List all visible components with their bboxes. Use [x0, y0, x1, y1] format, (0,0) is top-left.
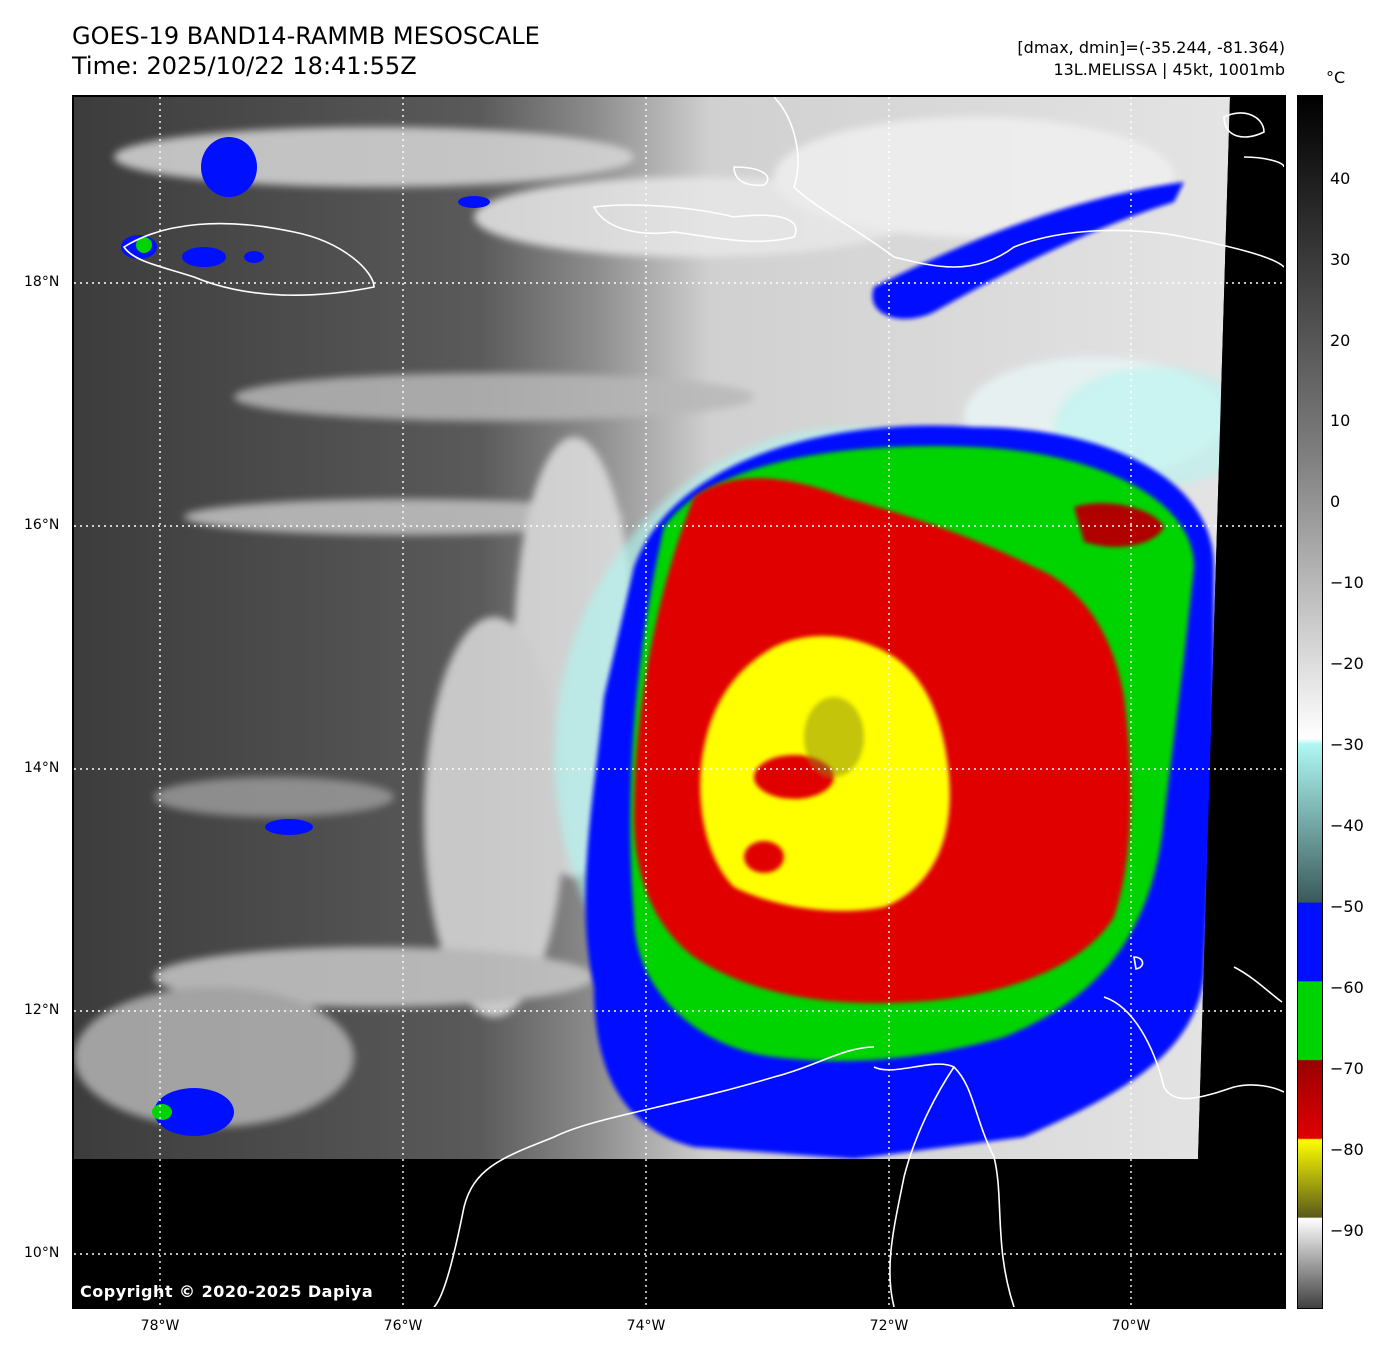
no-data-region [74, 1159, 1284, 1307]
lat-label-12n: 12°N [24, 1002, 60, 1018]
copyright-notice: Copyright © 2020-2025 Dapiya [80, 1282, 374, 1301]
blue-arm [872, 182, 1184, 319]
image-title: GOES-19 BAND14-RAMMB MESOSCALE [72, 22, 540, 50]
colorbar [1297, 95, 1323, 1309]
colorbar-tick: −90 [1330, 1221, 1364, 1240]
cold-spots [744, 697, 864, 873]
colorbar-tick: −50 [1330, 897, 1364, 916]
lon-label-76w: 76°W [383, 1318, 423, 1334]
storm-info: 13L.MELISSA | 45kt, 1001mb [1053, 60, 1285, 79]
ir-imagery [74, 97, 1284, 1307]
colorbar-tick: −80 [1330, 1140, 1364, 1159]
colorbar-tick: 10 [1330, 411, 1351, 430]
lat-label-14n: 14°N [24, 760, 60, 776]
colorbar-tick: −10 [1330, 573, 1364, 592]
lat-label-16n: 16°N [24, 517, 60, 533]
colorbar-unit: °C [1326, 68, 1346, 87]
lat-label-18n: 18°N [24, 274, 60, 290]
colorbar-tick: 40 [1330, 169, 1351, 188]
colorbar-tick: −40 [1330, 816, 1364, 835]
lon-label-74w: 74°W [626, 1318, 666, 1334]
lon-label-70w: 70°W [1111, 1318, 1151, 1334]
colorbar-tick: −70 [1330, 1059, 1364, 1078]
coastlines [122, 97, 1284, 1307]
colorbar-tick: −30 [1330, 735, 1364, 754]
lon-label-78w: 78°W [140, 1318, 180, 1334]
colorbar-tick: −60 [1330, 978, 1364, 997]
temperature-range: [dmax, dmin]=(-35.244, -81.364) [1017, 38, 1285, 57]
colorbar-tick: 20 [1330, 331, 1351, 350]
colorbar-tick: 0 [1330, 492, 1341, 511]
lat-label-10n: 10°N [24, 1245, 60, 1261]
colorbar-tick: 30 [1330, 250, 1351, 269]
lon-label-72w: 72°W [869, 1318, 909, 1334]
colorbar-tick: −20 [1330, 654, 1364, 673]
satellite-image: Copyright © 2020-2025 Dapiya [72, 95, 1286, 1309]
convective-cells [121, 137, 490, 1136]
lat-lon-grid [74, 97, 1284, 1307]
no-data-east [1198, 97, 1284, 1159]
red-outlier [1074, 503, 1164, 547]
image-time: Time: 2025/10/22 18:41:55Z [72, 52, 417, 80]
